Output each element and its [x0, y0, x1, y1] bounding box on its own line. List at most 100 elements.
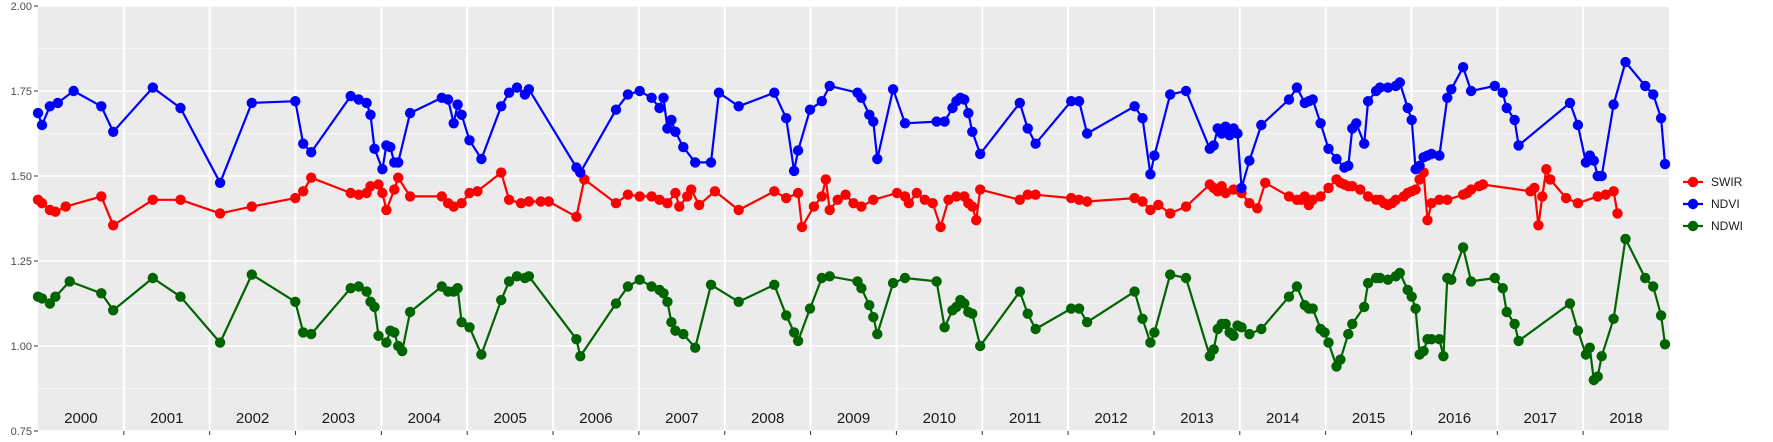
data-point: [971, 215, 982, 226]
data-point: [872, 153, 883, 165]
data-point: [670, 187, 681, 199]
data-point: [36, 119, 48, 131]
year-label: 2015: [1352, 410, 1385, 427]
year-label: 2008: [751, 410, 784, 427]
data-point: [1564, 97, 1576, 109]
data-point: [1584, 342, 1596, 353]
data-point: [1291, 82, 1303, 93]
data-point: [353, 94, 364, 105]
data-point: [535, 196, 546, 207]
data-point: [899, 118, 911, 129]
data-point: [1137, 196, 1148, 207]
data-point: [306, 147, 317, 158]
data-point: [1236, 182, 1247, 194]
data-point: [1236, 322, 1247, 333]
year-label: 2016: [1438, 410, 1471, 427]
data-point: [931, 116, 942, 127]
data-point: [1244, 155, 1255, 166]
data-point: [108, 305, 119, 316]
data-point: [496, 101, 507, 112]
data-point: [1081, 317, 1093, 328]
year-label: 2011: [1009, 410, 1041, 427]
data-point: [523, 84, 535, 95]
data-point: [1323, 337, 1334, 348]
data-point: [511, 271, 523, 282]
data-point: [646, 191, 657, 202]
data-point: [1347, 181, 1358, 192]
data-point: [575, 167, 586, 178]
data-point: [713, 87, 725, 98]
data-point: [1129, 101, 1140, 112]
data-point: [1307, 303, 1318, 314]
data-point: [690, 342, 701, 353]
data-point: [68, 85, 79, 97]
data-point: [816, 272, 827, 284]
data-point: [1283, 191, 1295, 202]
data-point: [464, 322, 475, 333]
data-point: [246, 269, 257, 280]
data-point: [705, 157, 717, 168]
data-point: [856, 201, 867, 212]
data-point: [60, 201, 71, 212]
data-point: [911, 187, 922, 199]
data-point: [523, 196, 535, 207]
data-point: [1283, 291, 1295, 302]
year-label: 2007: [665, 410, 698, 427]
data-point: [1382, 274, 1394, 285]
data-point: [436, 191, 447, 202]
data-point: [654, 194, 665, 205]
data-point: [816, 191, 827, 202]
data-point: [361, 97, 372, 109]
data-point: [1362, 277, 1374, 289]
data-point: [975, 340, 986, 352]
data-point: [792, 335, 804, 347]
data-point: [1394, 77, 1406, 88]
data-point: [1509, 114, 1520, 126]
data-point: [345, 187, 356, 199]
data-point: [610, 198, 622, 209]
data-point: [298, 186, 309, 197]
data-point: [1501, 102, 1512, 114]
data-point: [298, 327, 309, 338]
data-point: [361, 286, 372, 297]
data-point: [610, 298, 622, 309]
data-point: [108, 126, 119, 137]
data-point: [872, 328, 883, 340]
data-point: [96, 191, 107, 202]
data-point: [175, 194, 186, 205]
data-point: [622, 281, 634, 292]
legend-key-point: [1687, 198, 1699, 210]
data-point: [670, 325, 681, 336]
data-point: [634, 85, 645, 97]
data-point: [1608, 186, 1619, 197]
data-point: [1533, 220, 1544, 231]
data-point: [1315, 118, 1326, 129]
data-point: [1331, 153, 1342, 165]
data-point: [1066, 303, 1077, 314]
data-point: [246, 97, 257, 109]
data-point: [452, 283, 463, 294]
legend-key-point: [1687, 220, 1699, 232]
data-point: [381, 204, 392, 216]
data-point: [1022, 123, 1033, 134]
y-tick-label: 1.25: [11, 256, 32, 268]
data-point: [804, 104, 816, 115]
data-point: [496, 294, 507, 306]
data-point: [1252, 203, 1263, 214]
data-point: [1319, 327, 1330, 338]
data-point: [1414, 160, 1425, 171]
data-point: [1359, 138, 1370, 149]
data-point: [796, 221, 808, 233]
data-point: [1564, 298, 1576, 309]
data-point: [1362, 96, 1374, 107]
data-point: [610, 104, 622, 115]
data-point: [36, 293, 48, 304]
data-point: [1541, 164, 1552, 175]
data-point: [369, 301, 380, 313]
data-point: [864, 300, 875, 311]
data-point: [919, 194, 930, 205]
data-point: [939, 116, 950, 127]
data-point: [1390, 194, 1402, 205]
data-point: [1442, 194, 1453, 205]
data-point: [175, 291, 186, 302]
